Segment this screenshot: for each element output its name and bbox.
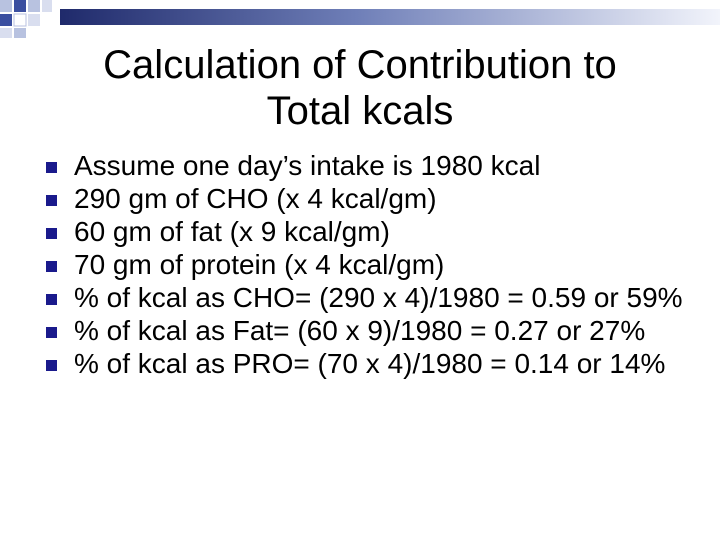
header-gradient-bar [60, 9, 720, 25]
slide-title: Calculation of Contribution to Total kca… [40, 42, 680, 134]
square-bullet-icon [46, 162, 57, 173]
bullet-item: 70 gm of protein (x 4 kcal/gm) [40, 249, 710, 280]
bullet-list: Assume one day’s intake is 1980 kcal 290… [40, 150, 710, 381]
square-bullet-icon [46, 261, 57, 272]
bullet-text: % of kcal as Fat= (60 x 9)/1980 = 0.27 o… [74, 315, 646, 346]
bullet-text: 60 gm of fat (x 9 kcal/gm) [74, 216, 390, 247]
bullet-text: Assume one day’s intake is 1980 kcal [74, 150, 541, 181]
square-bullet-icon [46, 327, 57, 338]
square-bullet-icon [46, 228, 57, 239]
bullet-item: Assume one day’s intake is 1980 kcal [40, 150, 710, 181]
checkered-squares-icon [0, 0, 52, 38]
bullet-text: 290 gm of CHO (x 4 kcal/gm) [74, 183, 437, 214]
bullet-item: % of kcal as Fat= (60 x 9)/1980 = 0.27 o… [40, 315, 710, 346]
bullet-item: 60 gm of fat (x 9 kcal/gm) [40, 216, 710, 247]
bullet-item: 290 gm of CHO (x 4 kcal/gm) [40, 183, 710, 214]
slide-title-line-1: Calculation of Contribution to [103, 43, 617, 87]
square-bullet-icon [46, 195, 57, 206]
bullet-item: % of kcal as CHO= (290 x 4)/1980 = 0.59 … [40, 282, 710, 313]
square-bullet-icon [46, 294, 57, 305]
bullet-text: % of kcal as PRO= (70 x 4)/1980 = 0.14 o… [74, 348, 666, 379]
square-bullet-icon [46, 360, 57, 371]
bullet-item: % of kcal as PRO= (70 x 4)/1980 = 0.14 o… [40, 348, 710, 379]
bullet-text: % of kcal as CHO= (290 x 4)/1980 = 0.59 … [74, 282, 683, 313]
bullet-text: 70 gm of protein (x 4 kcal/gm) [74, 249, 445, 280]
slide-title-line-2: Total kcals [266, 89, 454, 133]
